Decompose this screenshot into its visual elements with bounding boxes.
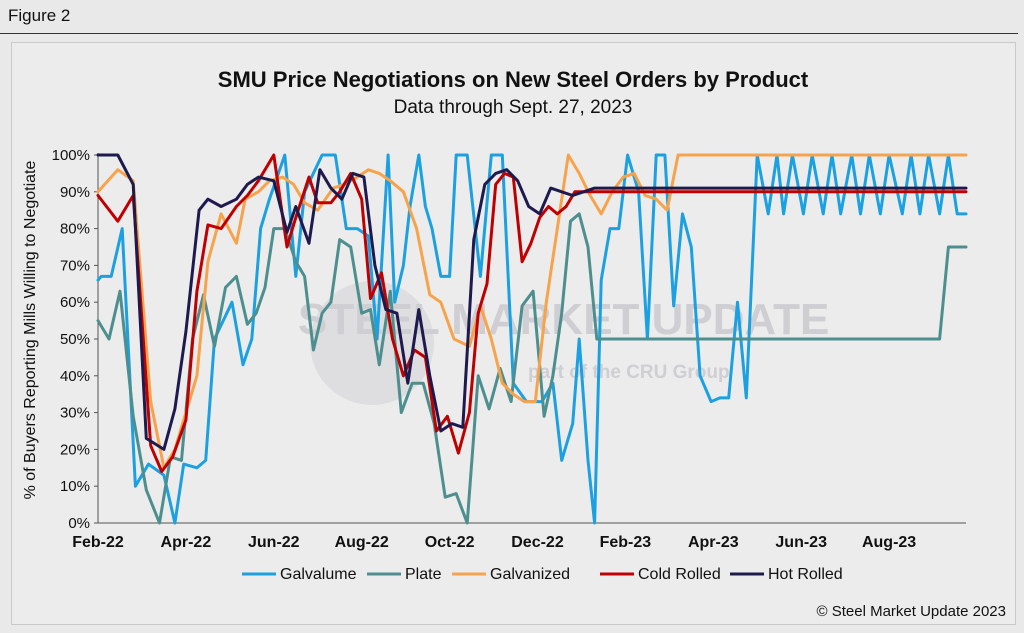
series-line-galvalume bbox=[96, 153, 968, 525]
axes bbox=[97, 153, 966, 524]
series-line-plate bbox=[96, 212, 968, 525]
series-line-hot-rolled bbox=[96, 153, 968, 451]
y-tick-label: 80% bbox=[60, 221, 90, 238]
legend-label: Cold Rolled bbox=[638, 566, 721, 583]
x-tick-label: Feb-22 bbox=[72, 534, 124, 551]
y-tick-label: 0% bbox=[68, 515, 90, 532]
y-axis-label: % of Buyers Reporting Mills Willing to N… bbox=[22, 161, 39, 500]
x-tick-label: Oct-22 bbox=[425, 534, 475, 551]
y-tick-label: 60% bbox=[60, 294, 90, 311]
chart-title: SMU Price Negotiations on New Steel Orde… bbox=[218, 67, 809, 92]
x-tick-label: Apr-22 bbox=[161, 534, 212, 551]
series-lines bbox=[96, 153, 968, 525]
y-tick-label: 50% bbox=[60, 331, 90, 348]
y-tick-labels: 0% 10% 20% 30% 40% 50% 60% 70% 80% 90% 100% bbox=[52, 147, 98, 532]
x-tick-label: Jun-22 bbox=[248, 534, 300, 551]
legend-label: Hot Rolled bbox=[768, 566, 843, 583]
x-tick-label: Apr-23 bbox=[688, 534, 739, 551]
x-tick-label: Dec-22 bbox=[511, 534, 564, 551]
y-tick-label: 40% bbox=[60, 368, 90, 385]
y-tick-label: 100% bbox=[52, 147, 90, 164]
y-tick-label: 90% bbox=[60, 184, 90, 201]
y-tick-label: 30% bbox=[60, 405, 90, 422]
y-tick-label: 20% bbox=[60, 441, 90, 458]
y-tick-label: 10% bbox=[60, 478, 90, 495]
credit-text: © Steel Market Update 2023 bbox=[817, 603, 1007, 620]
figure-divider bbox=[0, 33, 1018, 34]
legend-label: Plate bbox=[405, 566, 442, 583]
chart-panel: SMU Price Negotiations on New Steel Orde… bbox=[11, 42, 1016, 625]
x-tick-labels: Feb-22 Apr-22 Jun-22 Aug-22 Oct-22 Dec-22 Feb-… bbox=[72, 534, 916, 551]
figure-label: Figure 2 bbox=[8, 6, 71, 25]
legend-label: Galvalume bbox=[280, 566, 357, 583]
x-tick-label: Aug-23 bbox=[862, 534, 916, 551]
y-tick-label: 70% bbox=[60, 257, 90, 274]
x-tick-label: Aug-22 bbox=[335, 534, 389, 551]
legend-label: Galvanized bbox=[490, 566, 570, 583]
chart-canvas: SMU Price Negotiations on New Steel Orde… bbox=[22, 67, 1007, 620]
x-tick-label: Feb-23 bbox=[600, 534, 652, 551]
chart-subtitle: Data through Sept. 27, 2023 bbox=[394, 97, 633, 118]
legend: Galvalume Plate Galvanized Cold Rolled Hot R… bbox=[242, 566, 843, 583]
x-tick-label: Jun-23 bbox=[775, 534, 827, 551]
